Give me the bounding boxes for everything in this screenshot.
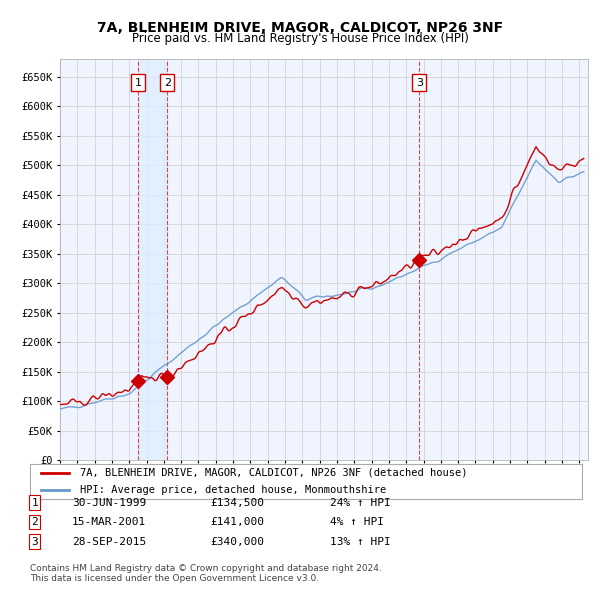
Text: 3: 3 [31,537,38,546]
Text: 1: 1 [31,498,38,507]
Text: 3: 3 [416,78,423,87]
Text: 15-MAR-2001: 15-MAR-2001 [72,517,146,527]
Text: HPI: Average price, detached house, Monmouthshire: HPI: Average price, detached house, Monm… [80,485,386,495]
Text: 24% ↑ HPI: 24% ↑ HPI [330,498,391,507]
Bar [138,59,167,460]
Text: 4% ↑ HPI: 4% ↑ HPI [330,517,384,527]
Text: 2: 2 [164,78,171,87]
Text: Price paid vs. HM Land Registry's House Price Index (HPI): Price paid vs. HM Land Registry's House … [131,32,469,45]
Text: Contains HM Land Registry data © Crown copyright and database right 2024.
This d: Contains HM Land Registry data © Crown c… [30,563,382,583]
Text: 30-JUN-1999: 30-JUN-1999 [72,498,146,507]
Text: 13% ↑ HPI: 13% ↑ HPI [330,537,391,546]
Text: 1: 1 [134,78,142,87]
Text: 28-SEP-2015: 28-SEP-2015 [72,537,146,546]
Text: 2: 2 [31,517,38,527]
Text: £134,500: £134,500 [210,498,264,507]
Text: £141,000: £141,000 [210,517,264,527]
Text: £340,000: £340,000 [210,537,264,546]
Text: 7A, BLENHEIM DRIVE, MAGOR, CALDICOT, NP26 3NF: 7A, BLENHEIM DRIVE, MAGOR, CALDICOT, NP2… [97,21,503,35]
Text: 7A, BLENHEIM DRIVE, MAGOR, CALDICOT, NP26 3NF (detached house): 7A, BLENHEIM DRIVE, MAGOR, CALDICOT, NP2… [80,468,467,478]
